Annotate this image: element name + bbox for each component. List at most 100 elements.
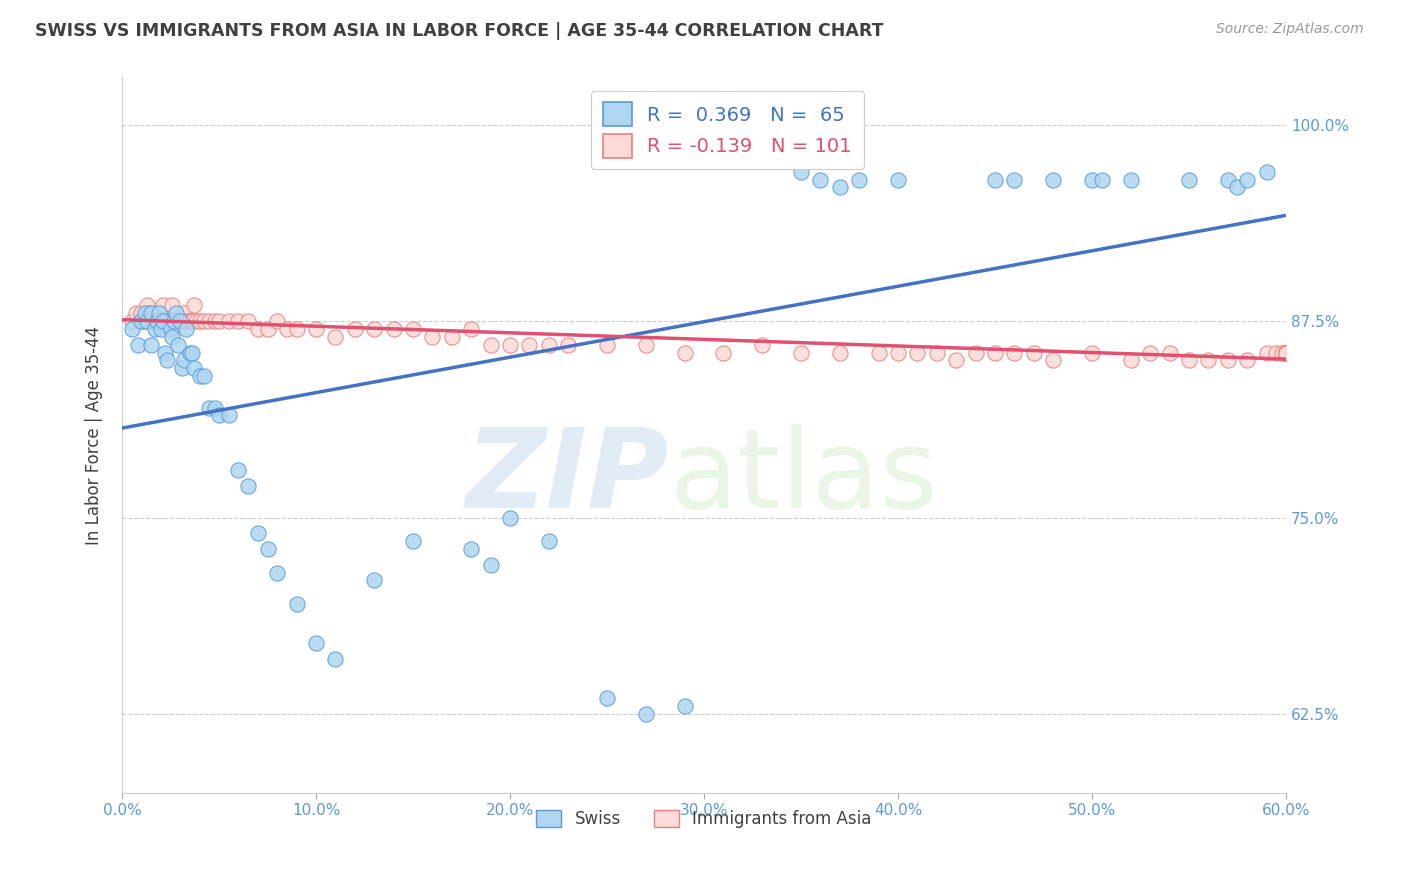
Point	[596, 337, 619, 351]
Point	[146, 314, 169, 328]
Point	[165, 306, 187, 320]
Point	[167, 337, 190, 351]
Point	[519, 337, 541, 351]
Point	[440, 330, 463, 344]
Point	[479, 558, 502, 572]
Point	[1159, 345, 1181, 359]
Point	[1275, 345, 1298, 359]
Point	[402, 534, 425, 549]
Point	[143, 322, 166, 336]
Point	[198, 401, 221, 415]
Point	[183, 361, 205, 376]
Point	[162, 330, 184, 344]
Point	[157, 314, 180, 328]
Point	[266, 314, 288, 328]
Point	[1216, 172, 1239, 186]
Point	[148, 314, 170, 328]
Point	[790, 345, 813, 359]
Point	[141, 314, 163, 328]
Point	[153, 345, 176, 359]
Point	[673, 345, 696, 359]
Point	[1042, 353, 1064, 368]
Point	[246, 526, 269, 541]
Point	[172, 361, 194, 376]
Point	[1256, 345, 1278, 359]
Point	[228, 314, 250, 328]
Point	[905, 345, 928, 359]
Point	[208, 314, 231, 328]
Point	[156, 353, 179, 368]
Point	[363, 322, 385, 336]
Point	[236, 314, 259, 328]
Point	[152, 298, 174, 312]
Point	[180, 345, 202, 359]
Point	[1022, 345, 1045, 359]
Point	[537, 534, 560, 549]
Point	[208, 409, 231, 423]
Point	[848, 172, 870, 186]
Point	[887, 172, 910, 186]
Point	[499, 337, 522, 351]
Point	[174, 314, 197, 328]
Point	[193, 369, 215, 384]
Point	[887, 345, 910, 359]
Point	[183, 298, 205, 312]
Point	[236, 479, 259, 493]
Y-axis label: In Labor Force | Age 35-44: In Labor Force | Age 35-44	[86, 326, 103, 545]
Point	[596, 691, 619, 706]
Point	[1275, 345, 1298, 359]
Point	[925, 345, 948, 359]
Point	[305, 636, 328, 650]
Point	[172, 314, 194, 328]
Point	[1275, 345, 1298, 359]
Point	[1178, 353, 1201, 368]
Point	[402, 322, 425, 336]
Point	[162, 298, 184, 312]
Point	[121, 314, 143, 328]
Point	[184, 314, 207, 328]
Point	[142, 314, 165, 328]
Point	[285, 322, 308, 336]
Point	[163, 314, 186, 328]
Point	[246, 322, 269, 336]
Point	[256, 541, 278, 556]
Point	[1275, 345, 1298, 359]
Point	[1081, 345, 1104, 359]
Point	[828, 180, 851, 194]
Point	[325, 330, 347, 344]
Point	[204, 314, 226, 328]
Point	[1236, 172, 1258, 186]
Point	[198, 314, 221, 328]
Point	[363, 574, 385, 588]
Point	[1042, 172, 1064, 186]
Point	[1139, 345, 1161, 359]
Point	[167, 314, 190, 328]
Point	[422, 330, 444, 344]
Point	[134, 314, 156, 328]
Point	[141, 337, 163, 351]
Point	[984, 172, 1007, 186]
Point	[134, 306, 156, 320]
Point	[1271, 345, 1294, 359]
Point	[159, 314, 181, 328]
Point	[128, 314, 150, 328]
Point	[218, 314, 240, 328]
Point	[165, 314, 187, 328]
Point	[305, 322, 328, 336]
Point	[751, 337, 773, 351]
Point	[153, 314, 176, 328]
Point	[1275, 345, 1298, 359]
Text: atlas: atlas	[669, 425, 938, 532]
Point	[479, 337, 502, 351]
Point	[136, 314, 159, 328]
Text: SWISS VS IMMIGRANTS FROM ASIA IN LABOR FORCE | AGE 35-44 CORRELATION CHART: SWISS VS IMMIGRANTS FROM ASIA IN LABOR F…	[35, 22, 883, 40]
Point	[228, 463, 250, 477]
Point	[499, 510, 522, 524]
Point	[266, 566, 288, 580]
Point	[1081, 172, 1104, 186]
Point	[634, 337, 657, 351]
Legend: Swiss, Immigrants from Asia: Swiss, Immigrants from Asia	[530, 803, 879, 834]
Point	[382, 322, 405, 336]
Point	[1275, 345, 1298, 359]
Point	[1197, 353, 1219, 368]
